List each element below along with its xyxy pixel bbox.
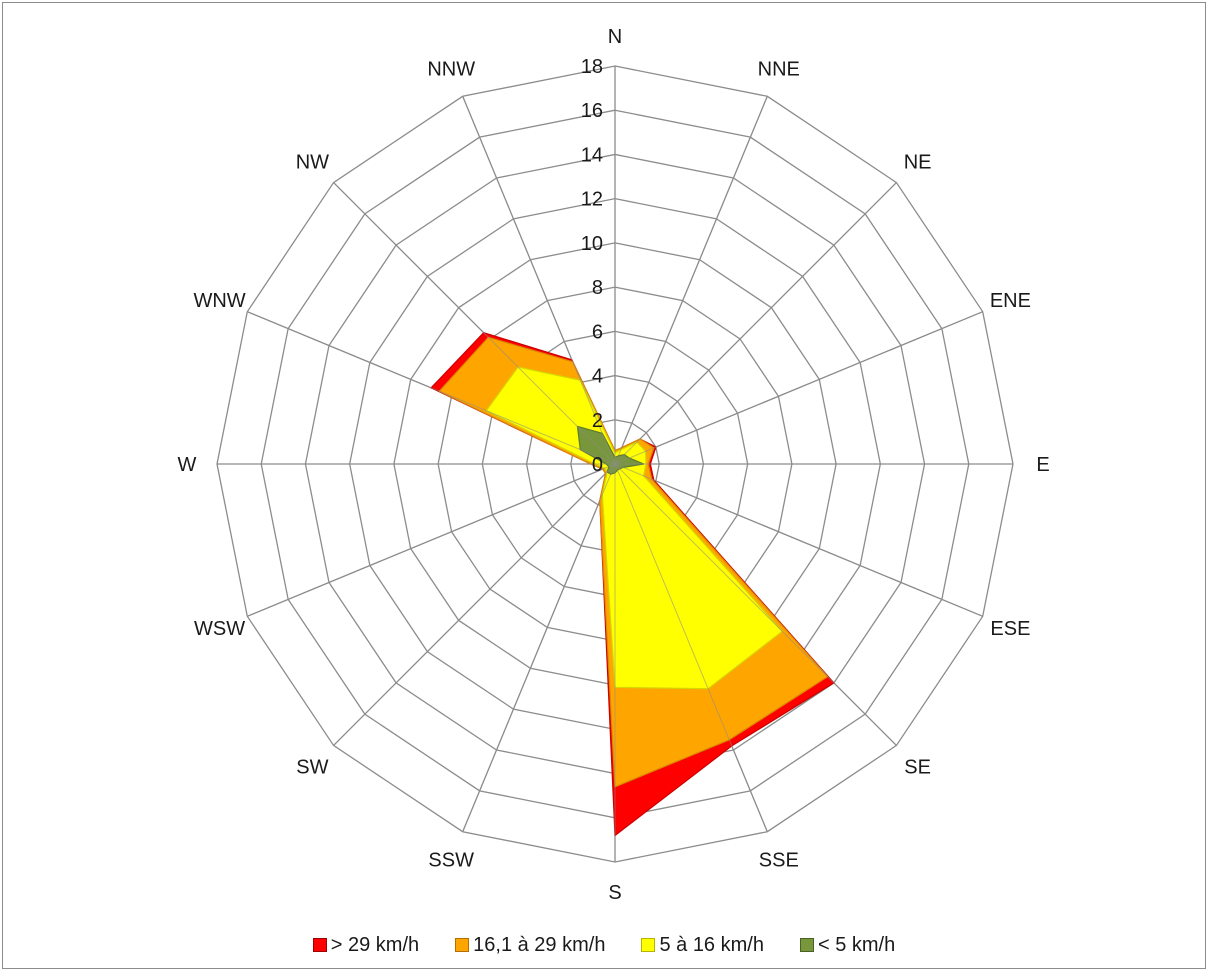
overlay-spoke — [614, 463, 768, 832]
legend-label: < 5 km/h — [817, 933, 896, 956]
direction-label-ssw: SSW — [428, 849, 474, 871]
direction-label-wnw: WNW — [193, 290, 245, 312]
direction-label-ne: NE — [904, 151, 932, 173]
direction-label-nnw: NNW — [427, 59, 475, 81]
wind-rose-chart: 0 2 4 6 8 10 12 14 16 18 N NNE NE ENE E ESE SE SSE S SSW SW… — [178, 26, 1050, 904]
legend-label: > 29 km/h — [330, 933, 420, 956]
overlay-spoke — [614, 311, 983, 465]
series-layer — [217, 66, 1013, 862]
legend-swatch — [312, 938, 327, 952]
legend-label: 5 à 16 km/h — [659, 933, 764, 956]
direction-label-nw: NW — [296, 151, 329, 173]
direction-label-ese: ESE — [990, 618, 1030, 640]
direction-label-e: E — [1036, 454, 1049, 476]
radial-tick-label: 2 — [592, 410, 603, 432]
direction-label-nne: NNE — [758, 59, 800, 81]
direction-label-wsw: WSW — [194, 618, 245, 640]
overlay-spoke — [614, 182, 897, 465]
overlay-spoke — [462, 96, 616, 465]
overlay-spoke — [333, 463, 616, 746]
legend-label: 16,1 à 29 km/h — [473, 933, 606, 956]
direction-labels: N NNE NE ENE E ESE SE SSE S SSW SW WSW W WNW NW NNW — [178, 26, 1050, 904]
overlay-spoke — [333, 182, 616, 465]
direction-label-sw: SW — [296, 757, 328, 779]
direction-label-n: N — [608, 26, 622, 48]
overlay-spoke — [247, 463, 616, 617]
direction-label-w: W — [178, 454, 197, 476]
legend-swatch — [799, 938, 814, 952]
radial-tick-label: 12 — [581, 189, 603, 211]
direction-label-s: S — [608, 882, 621, 904]
direction-label-ene: ENE — [990, 290, 1031, 312]
legend-item: > 29 km/h — [312, 933, 420, 957]
legend-item: 16,1 à 29 km/h — [455, 934, 605, 957]
radial-tick-label: 14 — [581, 144, 603, 166]
legend: > 29 km/h 16,1 à 29 km/h 5 à 16 km/h < 5 km… — [3, 931, 1205, 959]
radial-tick-label: 6 — [592, 321, 603, 343]
radial-tick-label: 4 — [592, 366, 603, 388]
legend-item: 5 à 16 km/h — [641, 934, 764, 957]
direction-label-sse: SSE — [759, 849, 799, 871]
radial-tick-labels: 0 2 4 6 8 10 12 14 16 18 — [581, 56, 603, 476]
radial-tick-label: 16 — [581, 100, 603, 122]
radial-tick-label: 18 — [581, 56, 603, 78]
direction-label-se: SE — [904, 757, 931, 779]
legend-swatch — [641, 938, 656, 952]
overlay-spoke — [614, 463, 983, 617]
overlay-spoke — [462, 463, 616, 832]
legend-swatch — [455, 938, 470, 952]
radial-tick-label: 8 — [592, 277, 603, 299]
radial-tick-label: 10 — [581, 233, 603, 255]
overlay-spoke — [247, 311, 616, 465]
legend-item: < 5 km/h — [799, 933, 896, 957]
overlay-spoke — [614, 463, 897, 746]
overlay-spoke — [614, 96, 768, 465]
radial-tick-label: 0 — [592, 454, 603, 476]
